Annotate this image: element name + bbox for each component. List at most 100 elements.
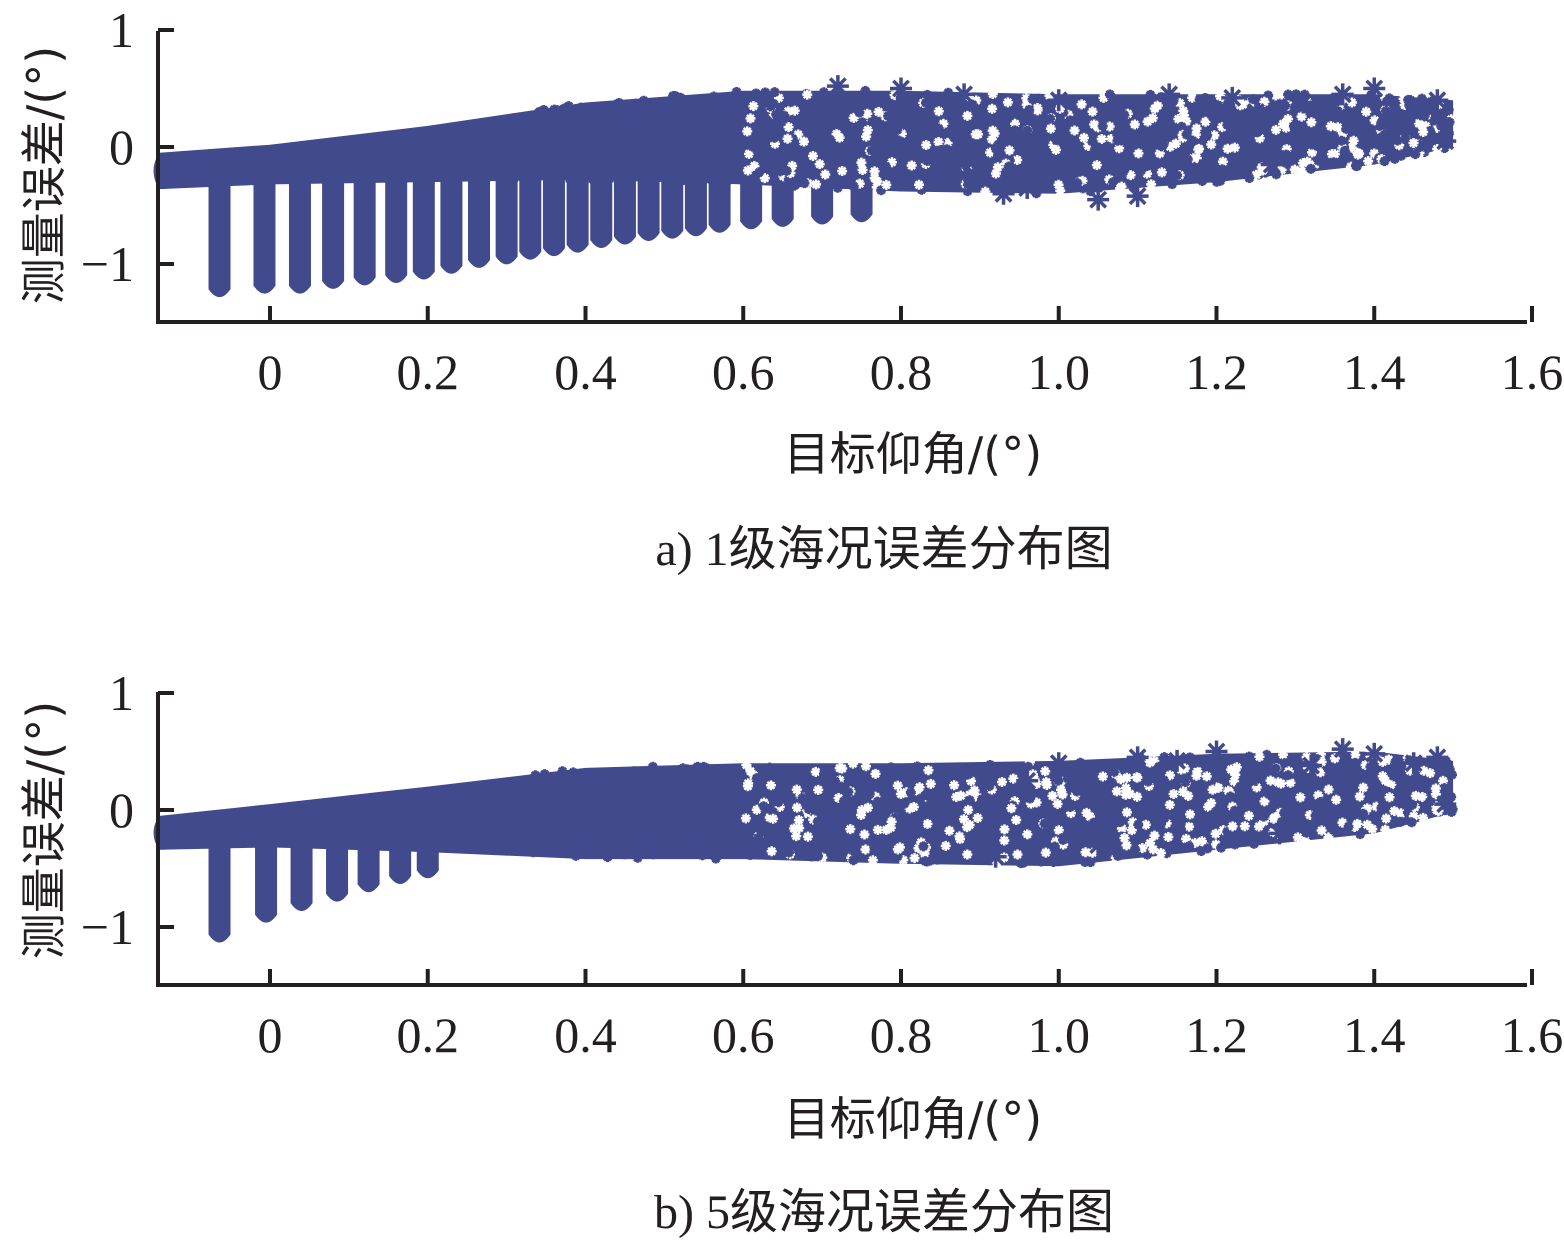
scatter-point (1430, 111, 1441, 122)
scatter-point (1204, 168, 1215, 179)
scatter-spike (208, 838, 231, 943)
scatter-point (1332, 122, 1343, 133)
scatter-point (648, 849, 659, 860)
scatter-point (592, 781, 603, 792)
scatter-point (949, 132, 960, 143)
scatter-point (912, 761, 923, 772)
scatter-point (1016, 179, 1027, 190)
scatter-point (1018, 857, 1029, 868)
scatter-point (1137, 116, 1147, 127)
scatter-point (688, 130, 699, 141)
scatter-point (1328, 142, 1339, 153)
scatter-point (1334, 154, 1345, 165)
x-tick-label: 0.4 (554, 1007, 617, 1063)
scatter-point (1331, 794, 1342, 805)
scatter-point (552, 105, 563, 116)
scatter-point (903, 106, 914, 117)
scatter-point (1444, 764, 1455, 775)
scatter-point (860, 761, 871, 772)
scatter-point (743, 778, 754, 789)
scatter-point (822, 162, 833, 173)
scatter-point (1392, 120, 1403, 131)
scatter-point (665, 799, 676, 810)
scatter-point (1165, 141, 1176, 152)
scatter-point (888, 782, 899, 793)
scatter-point (1277, 101, 1288, 112)
scatter-point (1354, 127, 1365, 138)
scatter-point (857, 822, 868, 833)
scatter-point (1081, 807, 1092, 818)
scatter-point (854, 178, 865, 189)
scatter-point (913, 843, 924, 854)
scatter-point (982, 122, 993, 133)
scatter-point (712, 131, 723, 142)
scatter-point (532, 795, 543, 806)
scatter-point (741, 759, 752, 770)
scatter-point (1155, 848, 1166, 859)
scatter-point (808, 814, 819, 825)
scatter-point (753, 846, 764, 857)
scatter-point (1158, 840, 1169, 851)
scatter-spike (519, 170, 542, 260)
scatter-point (1396, 808, 1407, 819)
scatter-point (1358, 808, 1369, 819)
scatter-point (1129, 119, 1140, 130)
scatter-point (519, 831, 530, 842)
scatter-point (927, 129, 938, 140)
scatter-point (1296, 166, 1307, 177)
scatter-point (964, 789, 975, 800)
scatter-point (748, 793, 759, 804)
scatter-point (969, 785, 980, 796)
scatter-point (523, 152, 534, 163)
scatter-point (1164, 799, 1175, 810)
scatter-point (653, 149, 664, 160)
scatter-point (541, 775, 552, 786)
scatter-point (1389, 153, 1400, 164)
scatter-point (584, 114, 595, 125)
scatter-point (727, 804, 738, 815)
scatter-point (633, 132, 644, 143)
scatter-point (1421, 805, 1432, 816)
scatter-point (848, 758, 859, 769)
scatter-point (921, 103, 932, 114)
scatter-point (615, 144, 626, 155)
scatter-point (514, 842, 525, 853)
scatter-point (1184, 752, 1195, 763)
scatter-point (1401, 779, 1412, 790)
scatter-point (1147, 113, 1158, 124)
scatter-point (1270, 763, 1281, 774)
scatter-point (1139, 103, 1150, 114)
scatter-point (1244, 173, 1255, 184)
y-tick-label: 0 (109, 119, 134, 175)
scatter-point (722, 165, 733, 176)
scatter-point (515, 136, 526, 147)
scatter-point (1045, 123, 1056, 134)
scatter-point (1190, 129, 1201, 140)
scatter-point (548, 816, 559, 827)
scatter-point (1380, 106, 1391, 117)
scatter-point (781, 777, 792, 788)
scatter-point (620, 849, 631, 860)
scatter-point (827, 822, 838, 833)
scatter-point (1170, 138, 1181, 149)
scatter-point (1021, 99, 1032, 110)
scatter-point (1392, 135, 1403, 146)
scatter-spike (637, 171, 660, 241)
scatter-point (1202, 843, 1213, 854)
scatter-point (1357, 776, 1368, 787)
scatter-point (702, 133, 713, 144)
scatter-point (1345, 161, 1356, 172)
scatter-point (623, 122, 634, 133)
scatter-point (1027, 94, 1038, 105)
scatter-point (1022, 829, 1033, 840)
scatter-outlier-point (1402, 752, 1425, 775)
scatter-point (1446, 769, 1457, 780)
scatter-point (836, 174, 847, 185)
scatter-spike (353, 173, 376, 286)
scatter-point (1313, 790, 1324, 801)
scatter-point (1196, 801, 1207, 812)
scatter-point (1065, 802, 1076, 813)
scatter-point (540, 792, 551, 803)
scatter-outlier-point (1260, 153, 1283, 176)
scatter-point (971, 113, 982, 124)
